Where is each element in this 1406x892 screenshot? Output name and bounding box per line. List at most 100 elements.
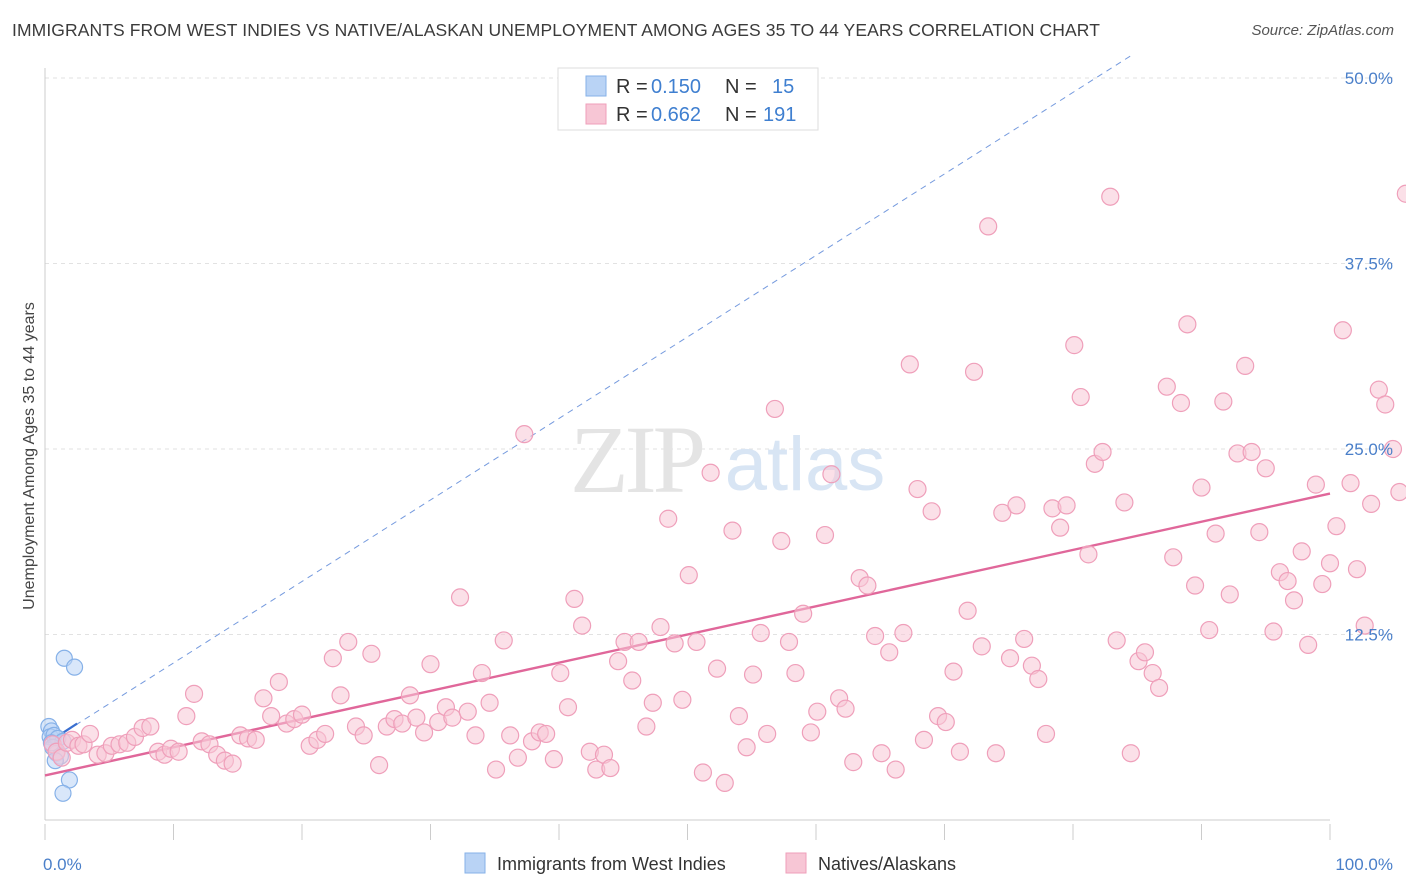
point-natives bbox=[254, 689, 273, 708]
point-natives bbox=[544, 750, 563, 769]
point-natives bbox=[1242, 442, 1261, 462]
point-natives bbox=[169, 742, 188, 761]
point-west-indies bbox=[65, 658, 84, 676]
point-natives bbox=[1220, 585, 1239, 604]
point-natives bbox=[737, 738, 756, 757]
bottom-legend: Immigrants from West Indies Natives/Alas… bbox=[464, 852, 956, 874]
point-natives bbox=[400, 686, 420, 705]
point-natives bbox=[1278, 571, 1297, 591]
point-natives bbox=[972, 637, 991, 656]
point-natives bbox=[1236, 356, 1255, 375]
point-natives bbox=[808, 702, 827, 721]
point-natives bbox=[1093, 442, 1112, 462]
point-natives bbox=[466, 726, 485, 745]
point-natives bbox=[715, 773, 734, 793]
point-natives bbox=[1057, 496, 1076, 515]
point-natives bbox=[629, 632, 648, 652]
point-natives bbox=[323, 649, 342, 668]
point-natives bbox=[673, 690, 692, 709]
point-natives bbox=[450, 588, 470, 607]
point-natives bbox=[958, 601, 977, 620]
point-natives bbox=[480, 693, 499, 712]
point-natives bbox=[223, 754, 242, 773]
point-natives bbox=[786, 663, 805, 683]
point-natives bbox=[836, 699, 855, 718]
point-natives bbox=[687, 632, 706, 652]
point-natives bbox=[80, 724, 100, 744]
point-natives bbox=[693, 763, 713, 782]
point-natives bbox=[1015, 629, 1034, 649]
point-natives bbox=[1007, 496, 1026, 515]
point-natives bbox=[292, 705, 312, 724]
point-natives bbox=[1292, 542, 1311, 561]
point-natives bbox=[1390, 482, 1406, 502]
axes bbox=[44, 68, 1331, 840]
point-natives bbox=[443, 708, 462, 727]
chart-source: Source: ZipAtlas.com bbox=[1251, 22, 1394, 39]
point-natives bbox=[979, 217, 998, 236]
point-natives bbox=[1157, 377, 1176, 396]
point-natives bbox=[177, 707, 196, 726]
point-natives bbox=[914, 730, 934, 749]
point-natives bbox=[844, 753, 863, 772]
y-tick-label: 12.5% bbox=[1345, 626, 1393, 645]
y-tick-label: 37.5% bbox=[1345, 255, 1393, 274]
legend-n-value-1: 15 bbox=[772, 76, 794, 98]
point-natives bbox=[1320, 554, 1340, 573]
point-natives bbox=[1135, 643, 1155, 662]
point-natives bbox=[779, 632, 799, 652]
point-natives bbox=[880, 643, 899, 662]
legend-r-value-1: 0.150 bbox=[651, 76, 701, 98]
legend-r-label-1: R = bbox=[616, 76, 648, 98]
y-axis-title: Unemployment Among Ages 35 to 44 years bbox=[21, 302, 38, 610]
point-west-indies bbox=[54, 784, 72, 802]
point-natives bbox=[573, 616, 592, 635]
point-natives bbox=[1065, 336, 1084, 355]
chart-title: IMMIGRANTS FROM WEST INDIES VS NATIVE/AL… bbox=[12, 20, 1100, 40]
legend-n-value-2: 191 bbox=[763, 104, 796, 126]
point-natives bbox=[1214, 392, 1233, 411]
point-natives bbox=[623, 671, 642, 690]
point-natives bbox=[858, 576, 877, 595]
point-natives bbox=[1171, 393, 1191, 413]
bottom-legend-swatch-pink bbox=[785, 852, 807, 874]
point-natives bbox=[772, 531, 791, 551]
point-natives bbox=[765, 399, 784, 419]
watermark-atlas: atlas bbox=[725, 422, 886, 507]
point-natives bbox=[1036, 724, 1056, 744]
point-natives bbox=[794, 604, 813, 623]
legend-box: R = 0.150 N = 15 R = 0.662 N = 191 bbox=[557, 67, 819, 131]
legend-n-label-2: N = bbox=[725, 104, 757, 126]
legend-swatch-pink bbox=[585, 103, 607, 125]
point-natives bbox=[894, 623, 913, 643]
point-natives bbox=[537, 724, 556, 744]
bottom-legend-swatch-blue bbox=[464, 852, 486, 874]
point-natives bbox=[815, 525, 835, 545]
point-natives bbox=[1178, 315, 1197, 334]
y-tick-label: 25.0% bbox=[1345, 440, 1393, 459]
point-natives bbox=[472, 663, 491, 683]
point-natives bbox=[141, 717, 160, 736]
point-natives bbox=[1333, 321, 1352, 340]
point-natives bbox=[1192, 478, 1211, 497]
gridlines bbox=[45, 77, 1394, 635]
point-natives bbox=[1313, 574, 1332, 594]
point-natives bbox=[758, 724, 777, 744]
x-tick-label: 100.0% bbox=[1335, 855, 1393, 874]
point-natives bbox=[964, 362, 984, 381]
legend-r-label-2: R = bbox=[616, 104, 648, 126]
point-natives bbox=[922, 502, 941, 521]
point-natives bbox=[262, 707, 281, 726]
point-natives bbox=[1306, 475, 1325, 494]
point-natives bbox=[886, 760, 905, 779]
point-natives bbox=[986, 744, 1006, 763]
point-natives bbox=[1327, 517, 1346, 536]
point-natives bbox=[494, 631, 513, 650]
point-natives bbox=[1071, 387, 1090, 407]
point-natives bbox=[950, 742, 970, 761]
point-natives bbox=[1185, 576, 1205, 595]
point-natives bbox=[1347, 560, 1367, 579]
point-natives bbox=[908, 479, 927, 499]
point-natives bbox=[1079, 545, 1098, 564]
